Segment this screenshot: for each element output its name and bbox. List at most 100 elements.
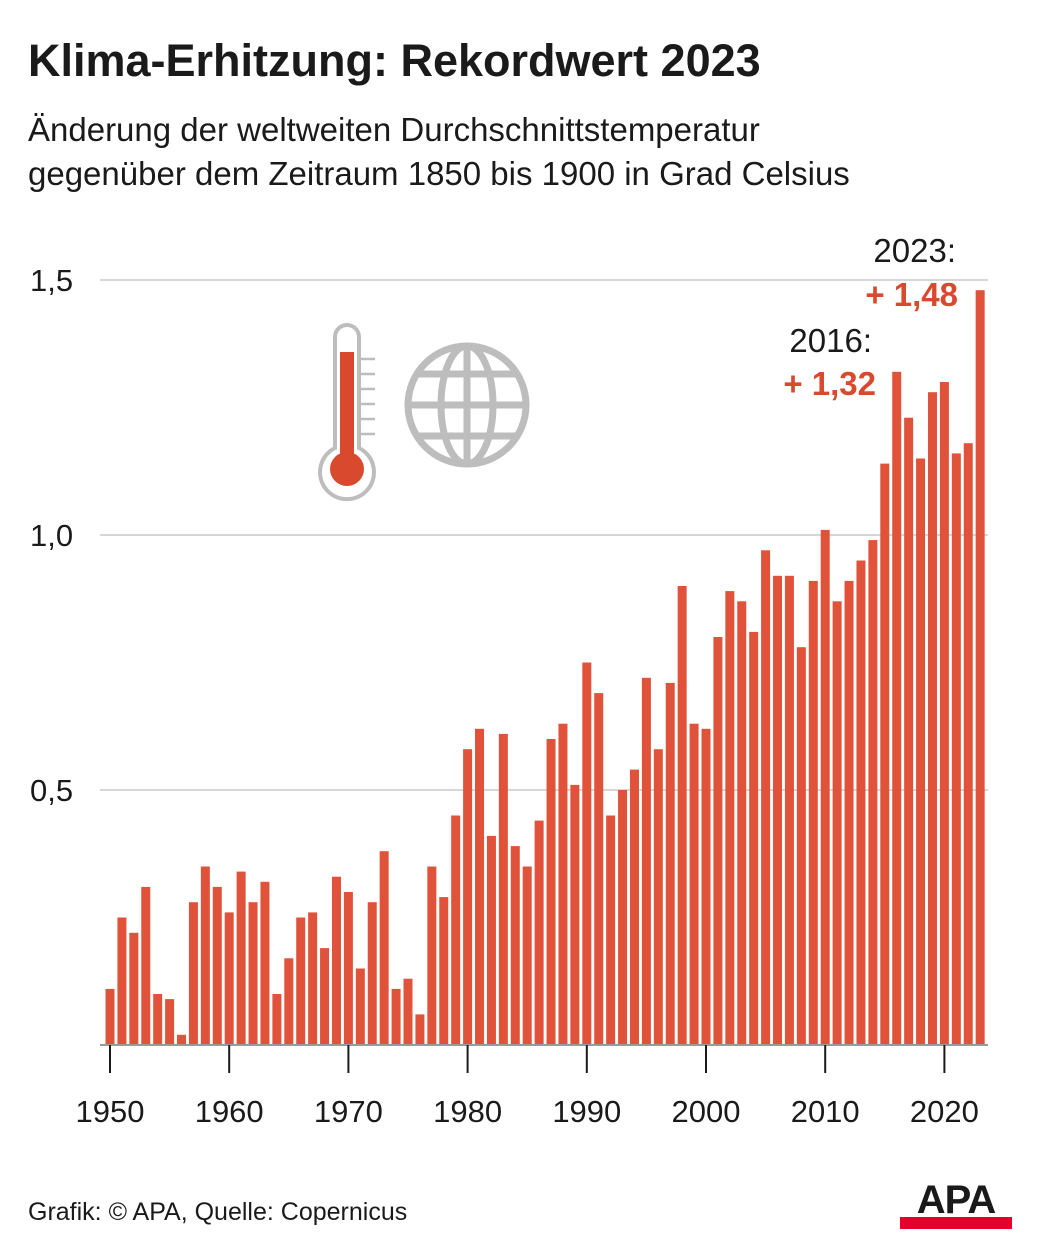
bar-2016 — [892, 371, 902, 1045]
bar-1958 — [200, 866, 210, 1045]
bar-1982 — [486, 835, 496, 1045]
bar-2002 — [725, 591, 735, 1045]
source-credit: Grafik: © APA, Quelle: Copernicus — [28, 1198, 408, 1226]
y-tick-label: 0,5 — [30, 773, 73, 808]
bar-2006 — [773, 575, 783, 1045]
bar-1956 — [177, 1034, 187, 1045]
bar-2007 — [784, 575, 794, 1045]
bar-1955 — [165, 999, 175, 1045]
bars — [105, 290, 985, 1046]
x-tick-label: 1960 — [195, 1094, 264, 1129]
bar-2021 — [951, 453, 961, 1045]
bar-1961 — [236, 871, 246, 1045]
x-tick-label: 1980 — [433, 1094, 502, 1129]
x-tick-label: 1950 — [76, 1094, 145, 1129]
subtitle-line-1: Änderung der weltweiten Durchschnittstem… — [28, 111, 760, 148]
bar-2012 — [844, 580, 854, 1045]
annotation-2016-year: 2016: — [789, 322, 872, 359]
bar-1965 — [284, 958, 294, 1045]
annotation-2016-value: + 1,32 — [783, 365, 876, 402]
bar-1979 — [451, 815, 461, 1045]
bar-2013 — [856, 560, 866, 1045]
bar-1995 — [641, 677, 651, 1045]
bar-1976 — [415, 1014, 425, 1045]
bar-2009 — [808, 580, 818, 1045]
bar-2011 — [832, 601, 842, 1045]
bar-1977 — [427, 866, 437, 1045]
bar-1954 — [153, 994, 163, 1045]
bar-1953 — [141, 886, 151, 1045]
annotation-2023-year: 2023: — [873, 232, 956, 269]
bar-1981 — [475, 728, 485, 1045]
bar-1986 — [534, 820, 544, 1045]
bar-1950 — [105, 988, 115, 1045]
bar-2014 — [868, 540, 878, 1045]
bar-2004 — [749, 631, 759, 1045]
thermometer-icon — [318, 323, 376, 502]
annotation-2023: 2023: + 1,48 — [865, 232, 958, 313]
bar-1952 — [129, 932, 139, 1045]
bar-1993 — [618, 790, 628, 1045]
x-tick-label: 2000 — [672, 1094, 741, 1129]
annotation-2023-value: + 1,48 — [865, 276, 958, 313]
bar-2019 — [927, 392, 937, 1045]
chart-title: Klima-Erhitzung: Rekordwert 2023 — [28, 35, 761, 86]
bar-2018 — [916, 458, 926, 1045]
bar-1951 — [117, 917, 127, 1045]
x-axis-ticks: 1950 1960 1970 1980 1990 2000 2010 2020 — [76, 1045, 979, 1129]
bar-2000 — [701, 728, 711, 1045]
x-tick-label: 1990 — [552, 1094, 621, 1129]
bar-2022 — [963, 443, 973, 1045]
bar-1984 — [510, 846, 520, 1045]
bar-1970 — [343, 892, 353, 1045]
bar-2001 — [713, 637, 723, 1045]
y-axis-ticks: 0,5 1,0 1,5 — [30, 263, 73, 808]
subtitle-line-2: gegenüber dem Zeitraum 1850 bis 1900 in … — [28, 155, 850, 192]
x-tick-label: 2010 — [791, 1094, 860, 1129]
bar-2023 — [975, 290, 985, 1045]
bar-1996 — [653, 749, 663, 1045]
bar-1999 — [689, 723, 699, 1045]
bar-1989 — [570, 784, 580, 1045]
globe-icon — [404, 342, 530, 468]
bar-2020 — [939, 382, 949, 1045]
bar-1971 — [355, 968, 365, 1045]
bar-1962 — [248, 902, 258, 1045]
bar-1978 — [439, 897, 449, 1045]
apa-logo-text: APA — [916, 1178, 996, 1222]
bar-2017 — [904, 417, 914, 1045]
bar-2005 — [761, 550, 771, 1045]
bar-1959 — [212, 886, 222, 1045]
bar-1992 — [606, 815, 616, 1045]
bar-1983 — [498, 733, 508, 1045]
bar-1985 — [522, 866, 532, 1045]
bar-1973 — [379, 851, 389, 1045]
bar-1967 — [308, 912, 318, 1045]
bar-2008 — [796, 647, 806, 1045]
bar-1975 — [403, 978, 413, 1045]
x-tick-label: 2020 — [910, 1094, 979, 1129]
bar-1990 — [582, 662, 592, 1045]
x-tick-label: 1970 — [314, 1094, 383, 1129]
bar-1988 — [558, 723, 568, 1045]
y-tick-label: 1,5 — [30, 263, 73, 298]
bar-1974 — [391, 988, 401, 1045]
bar-1969 — [331, 876, 341, 1045]
bar-1972 — [367, 902, 377, 1045]
chart-subtitle: Änderung der weltweiten Durchschnittstem… — [28, 108, 1018, 196]
bar-1957 — [188, 902, 198, 1045]
bar-1991 — [594, 693, 604, 1045]
bar-1980 — [463, 749, 473, 1045]
bar-1998 — [677, 586, 687, 1045]
bar-1987 — [546, 739, 556, 1045]
apa-logo-bar — [900, 1217, 1012, 1229]
apa-logo: APA — [900, 1178, 1012, 1229]
bar-1994 — [629, 769, 639, 1045]
bar-1963 — [260, 881, 270, 1045]
bar-1968 — [320, 948, 330, 1045]
bar-2003 — [737, 601, 747, 1045]
y-tick-label: 1,0 — [30, 518, 73, 553]
bar-1997 — [665, 682, 675, 1045]
bar-2010 — [820, 529, 830, 1045]
